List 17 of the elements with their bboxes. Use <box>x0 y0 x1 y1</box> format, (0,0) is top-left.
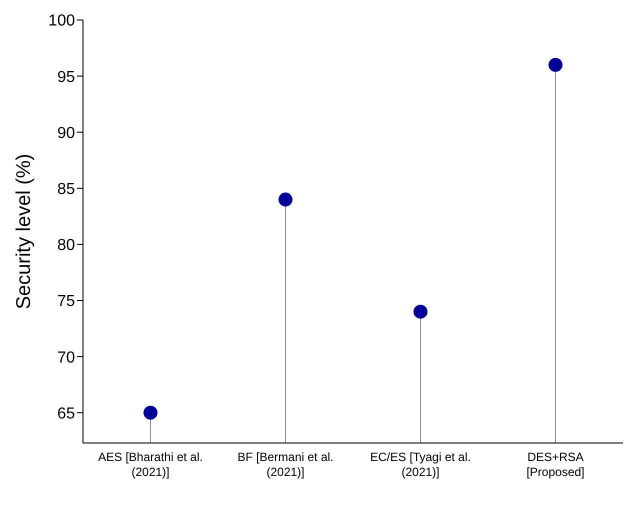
y-tick-label: 70 <box>57 349 76 366</box>
y-tick-label: 75 <box>57 293 76 310</box>
y-tick-label: 85 <box>57 180 76 198</box>
y-tick-label: 100 <box>48 12 76 30</box>
x-tick-label: EC/ES [Tyagi et al. (2021)] <box>370 450 471 479</box>
y-tick-label: 65 <box>57 405 76 422</box>
y-tick-label: 95 <box>57 68 76 86</box>
x-tick-label: AES [Bharathi et al. (2021)] <box>98 450 203 479</box>
x-tick-label: BF [Bermani et al. (2021)] <box>237 450 334 479</box>
point <box>278 192 292 207</box>
point <box>144 406 158 420</box>
y-axis-title: Security level (%) <box>13 154 36 310</box>
y-tick-label: 80 <box>57 237 76 254</box>
y-tick-label: 90 <box>57 124 76 142</box>
x-tick-label: DES+RSA [Proposed] <box>526 450 585 479</box>
point <box>414 304 428 319</box>
point <box>548 58 562 72</box>
